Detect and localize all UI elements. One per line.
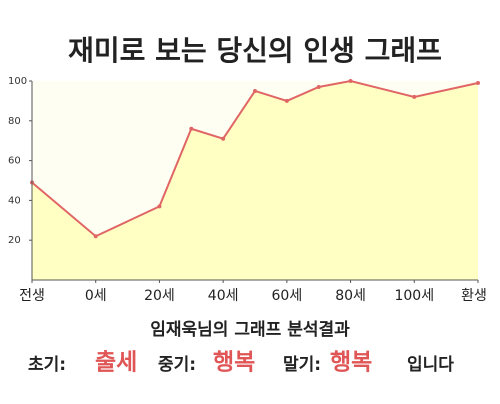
- point: [476, 80, 480, 85]
- point: [157, 204, 162, 209]
- point: [253, 88, 257, 93]
- result-value: 행복: [330, 350, 372, 376]
- y-tick-label: 40: [8, 195, 21, 206]
- result-suffix: 입니다: [407, 355, 454, 375]
- y-tick-label: 80: [8, 116, 21, 127]
- x-tick-label: 0세: [85, 288, 107, 304]
- x-tick-label: 60세: [272, 288, 303, 304]
- point: [221, 136, 226, 141]
- result-label: 중기:: [158, 355, 196, 375]
- x-tick-label: 20세: [144, 288, 175, 304]
- x-tick-label: 80세: [335, 288, 366, 304]
- result-value: 행복: [213, 350, 255, 376]
- y-tick-label: 20: [8, 235, 21, 246]
- chart-title: 재미로 보는 당신의 인생 그래프: [68, 34, 442, 67]
- point: [412, 94, 417, 99]
- result-value: 출세: [95, 350, 137, 376]
- y-tick-label: 100: [8, 76, 27, 87]
- point: [348, 79, 353, 83]
- result-label: 말기:: [283, 354, 321, 375]
- result-label: 초기:: [28, 355, 66, 375]
- area-fill: [32, 81, 478, 280]
- x-tick-label: 40세: [208, 288, 239, 304]
- point: [93, 234, 98, 239]
- x-tick-label: 환생: [461, 288, 487, 304]
- point: [316, 84, 321, 89]
- y-tick-label: 60: [8, 156, 21, 167]
- x-tick-label: 100세: [394, 288, 434, 304]
- x-tick-label: 전생: [19, 288, 45, 304]
- point: [284, 98, 289, 103]
- point: [189, 126, 194, 131]
- result-title: 임재욱님의 그래프 분석결과: [150, 319, 350, 340]
